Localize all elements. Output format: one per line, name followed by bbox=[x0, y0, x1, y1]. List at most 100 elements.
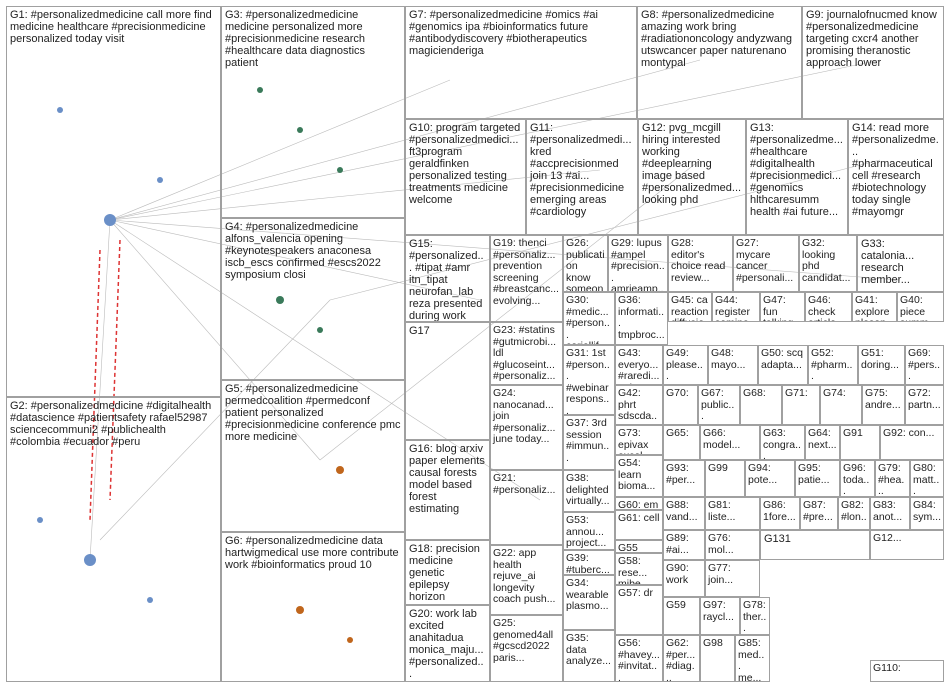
group-box: G66: model... bbox=[700, 425, 760, 460]
group-box: G53: annou... project... bbox=[563, 512, 615, 550]
group-box: G82: #lon... bbox=[838, 497, 870, 530]
group-box: G22: app health rejuve_ai longevity coac… bbox=[490, 545, 563, 615]
group-box: G16: blog arxiv paper elements causal fo… bbox=[405, 440, 490, 540]
group-box: G70: bbox=[663, 385, 698, 425]
group-box: G64: next... bbox=[805, 425, 840, 460]
group-box: G28: editor's choice read review... bbox=[668, 235, 733, 292]
group-box: G13: #personalizedme... #healthcare #dig… bbox=[746, 119, 848, 235]
group-box: G36: informati... tmpbroc... bbox=[615, 292, 668, 345]
group-box: G33: catalonia... research member... bbox=[857, 235, 944, 292]
group-box: G27: mycare cancer #personali... bbox=[733, 235, 799, 292]
group-box: G92: con... bbox=[880, 425, 944, 460]
group-box: G10: program targeted #personalizedmedic… bbox=[405, 119, 526, 235]
group-box: G11: #personalizedmedi... kred #accpreci… bbox=[526, 119, 638, 235]
group-box: G18: precision medicine genetic epilepsy… bbox=[405, 540, 490, 605]
group-box: G99 bbox=[705, 460, 745, 497]
group-box: G110: bbox=[870, 660, 944, 682]
group-box: G69: #pers... bbox=[905, 345, 944, 385]
group-box: G20: work lab excited anahitadua monica_… bbox=[405, 605, 490, 682]
group-box: G15: #personalized... #tipat #amr itn_ti… bbox=[405, 235, 490, 322]
group-box: G80: matt... bbox=[910, 460, 944, 497]
group-box: G61: cell bbox=[615, 510, 663, 540]
group-box: G25: genomed4all #gcscd2022 paris... bbox=[490, 615, 563, 682]
group-box: G29: lupus #ampel #precision... amrieamp… bbox=[608, 235, 668, 292]
group-box: G12: pvg_mcgill hiring interested workin… bbox=[638, 119, 746, 235]
group-box: G76: mol... bbox=[705, 530, 760, 560]
group-box: G35: data analyze... bbox=[563, 630, 615, 682]
group-box: G87: #pre... bbox=[800, 497, 838, 530]
group-box: G41: explore ploson... bbox=[852, 292, 897, 322]
group-box: G3: #personalizedmedicine medicine perso… bbox=[221, 6, 405, 218]
group-box: G37: 3rd session #immun... bbox=[563, 415, 615, 470]
group-box: G58: rese... mibe... bbox=[615, 553, 663, 585]
group-box: G71: bbox=[782, 385, 820, 425]
group-box: G14: read more #personalizedme... #pharm… bbox=[848, 119, 944, 235]
group-box: G93: #per... bbox=[663, 460, 705, 497]
group-box: G62: #per... #diag... bbox=[663, 635, 700, 682]
group-box: G5: #personalizedmedicine permedcoalitio… bbox=[221, 380, 405, 532]
group-box: G79: #hea... bbox=[875, 460, 910, 497]
group-box: G42: phrt sdscda... bbox=[615, 385, 663, 425]
group-box: G54: learn bioma... bbox=[615, 455, 663, 497]
group-box: G81: liste... bbox=[705, 497, 760, 530]
group-box: G90: work bbox=[663, 560, 705, 597]
group-box: G86: 1fore... bbox=[760, 497, 800, 530]
group-box: G39: #tuberc... affects... bbox=[563, 550, 615, 575]
group-box: G32: looking phd candidat... bbox=[799, 235, 857, 292]
group-box: G89: #ai... bbox=[663, 530, 705, 560]
group-box: G47: fun talking... bbox=[760, 292, 805, 322]
group-box: G63: congra... bbox=[760, 425, 805, 460]
group-box: G98 bbox=[700, 635, 735, 682]
group-box: G59 bbox=[663, 597, 700, 635]
group-box: G46: check article... bbox=[805, 292, 852, 322]
group-box: G94: pote... bbox=[745, 460, 795, 497]
group-box: G2: #personalizedmedicine #digitalhealth… bbox=[6, 397, 221, 682]
group-box: G56: #havey... #invitat... bbox=[615, 635, 663, 682]
group-box: G85: med... me... bbox=[735, 635, 770, 682]
group-box: G55 bbox=[615, 540, 663, 553]
group-box: G91 bbox=[840, 425, 880, 460]
group-box: G51: doring... bbox=[858, 345, 905, 385]
group-box: G68: bbox=[740, 385, 782, 425]
group-box: G21: #personaliz... bbox=[490, 470, 563, 545]
group-box: G30: #medic... #person... coriellif... bbox=[563, 292, 615, 345]
group-box: G88: vand... bbox=[663, 497, 705, 530]
group-box: G1: #personalizedmedicine call more find… bbox=[6, 6, 221, 397]
group-box: G60: em mfce... bbox=[615, 497, 663, 510]
group-box: G77: join... bbox=[705, 560, 760, 597]
group-box: G40: piece summ... bbox=[897, 292, 944, 322]
group-box: G43: everyo... #raredi... #als... bbox=[615, 345, 663, 385]
group-box: G75: andre... bbox=[862, 385, 905, 425]
group-box: G84: sym... bbox=[910, 497, 944, 530]
group-box: G6: #personalizedmedicine data hartwigme… bbox=[221, 532, 405, 682]
group-box: G12... bbox=[870, 530, 944, 560]
group-box: G52: #pharm... bbox=[808, 345, 858, 385]
group-box: G50: scq adapta... bbox=[758, 345, 808, 385]
group-box: G9: journalofnucmed know #personalizedme… bbox=[802, 6, 944, 119]
group-box: G78: ther... bbox=[740, 597, 770, 635]
group-box: G19: thenci #personaliz... prevention sc… bbox=[490, 235, 563, 322]
group-box: G74: bbox=[820, 385, 862, 425]
group-box: G34: wearable plasmo... bbox=[563, 575, 615, 630]
group-box: G8: #personalizedmedicine amazing work b… bbox=[637, 6, 802, 119]
group-box: G65: bbox=[663, 425, 700, 460]
group-box: G44: register semina... bbox=[712, 292, 760, 322]
group-box: G96: toda... bbox=[840, 460, 875, 497]
group-box: G49: please... bbox=[663, 345, 708, 385]
group-box: G83: anot... bbox=[870, 497, 910, 530]
group-box: G95: patie... bbox=[795, 460, 840, 497]
group-box: G26: publication know someone... bbox=[563, 235, 608, 292]
group-box: G17 bbox=[405, 322, 490, 440]
group-box: G7: #personalizedmedicine #omics #ai #ge… bbox=[405, 6, 637, 119]
group-box: G4: #personalizedmedicine alfons_valenci… bbox=[221, 218, 405, 380]
group-box: G45: ca reaction diffusio... bbox=[668, 292, 712, 322]
group-box: G131 bbox=[760, 530, 870, 560]
group-box: G38: delighted virtually... bbox=[563, 470, 615, 512]
group-box: G48: mayo... bbox=[708, 345, 758, 385]
group-box: G67: public... bbox=[698, 385, 740, 425]
group-box: G72: partn... bbox=[905, 385, 944, 425]
group-box: G57: dr bbox=[615, 585, 663, 635]
group-box: G97: raycl... bbox=[700, 597, 740, 635]
group-box: G31: 1st #person... #webinar respons... bbox=[563, 345, 615, 415]
